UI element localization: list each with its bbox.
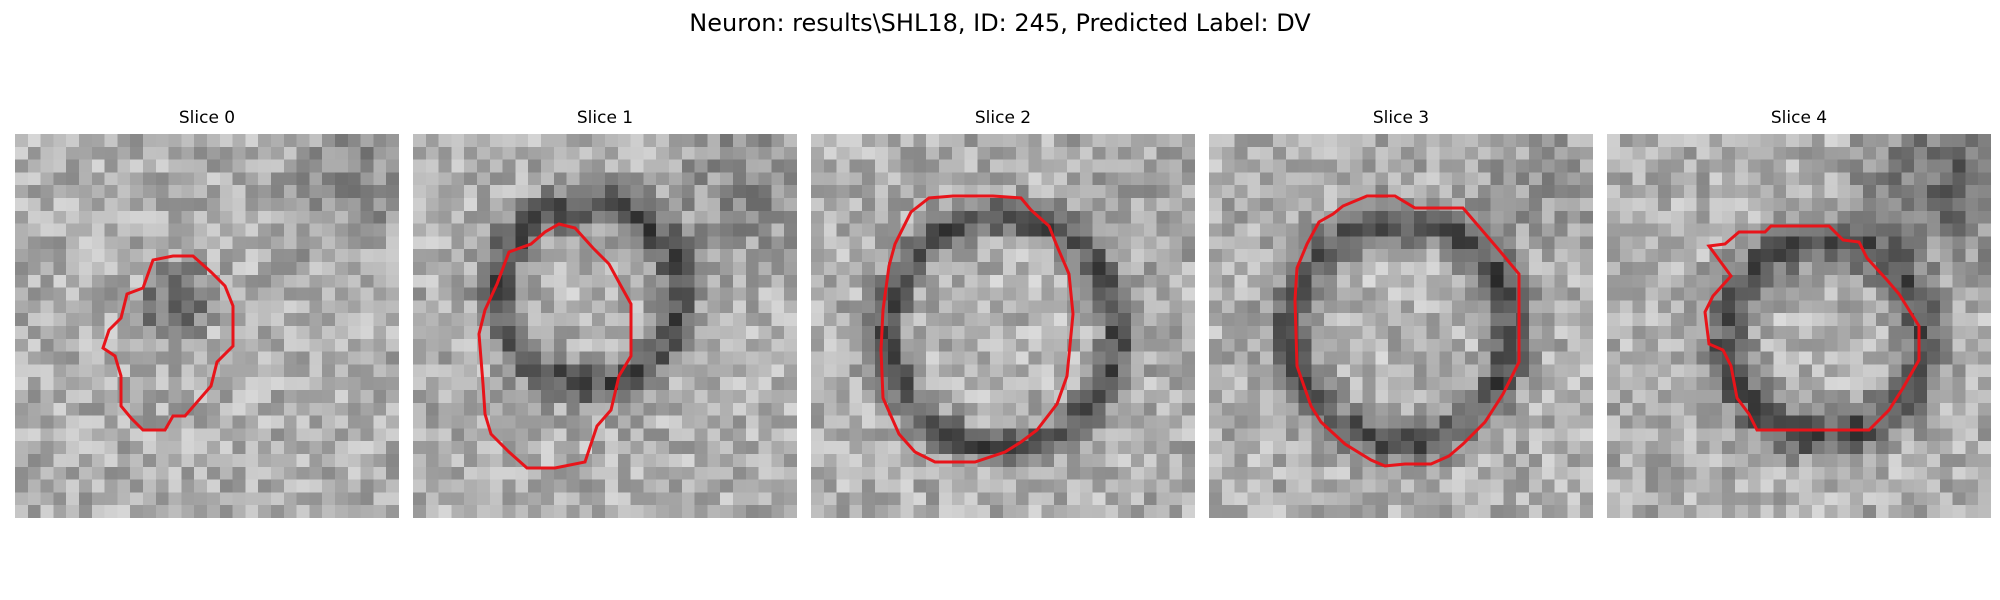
slice-title: Slice 4	[1770, 108, 1828, 128]
roi-contour-line	[1293, 194, 1521, 468]
slice-title: Slice 3	[1372, 108, 1430, 128]
slice-image	[15, 134, 399, 518]
slice-panel-2: Slice 2	[811, 108, 1195, 518]
slice-image	[1607, 134, 1991, 518]
slice-title: Slice 2	[974, 108, 1032, 128]
slice-title: Slice 1	[576, 108, 634, 128]
roi-contour-line	[477, 222, 633, 470]
roi-contour	[879, 194, 1075, 464]
roi-contour-line	[101, 254, 235, 432]
roi-contour	[1703, 224, 1921, 432]
slice-title: Slice 0	[178, 108, 236, 128]
roi-contour	[477, 222, 633, 470]
figure-title: Neuron: results\SHL18, ID: 245, Predicte…	[689, 9, 1311, 37]
roi-contour-line	[1703, 224, 1921, 432]
slice-panel-4: Slice 4	[1607, 108, 1991, 518]
roi-contour	[101, 254, 235, 432]
slice-panel-1: Slice 1	[413, 108, 797, 518]
slice-image	[413, 134, 797, 518]
roi-contour-line	[879, 194, 1075, 464]
slice-panel-0: Slice 0	[15, 108, 399, 518]
slice-panel-3: Slice 3	[1209, 108, 1593, 518]
roi-contour	[1293, 194, 1521, 468]
